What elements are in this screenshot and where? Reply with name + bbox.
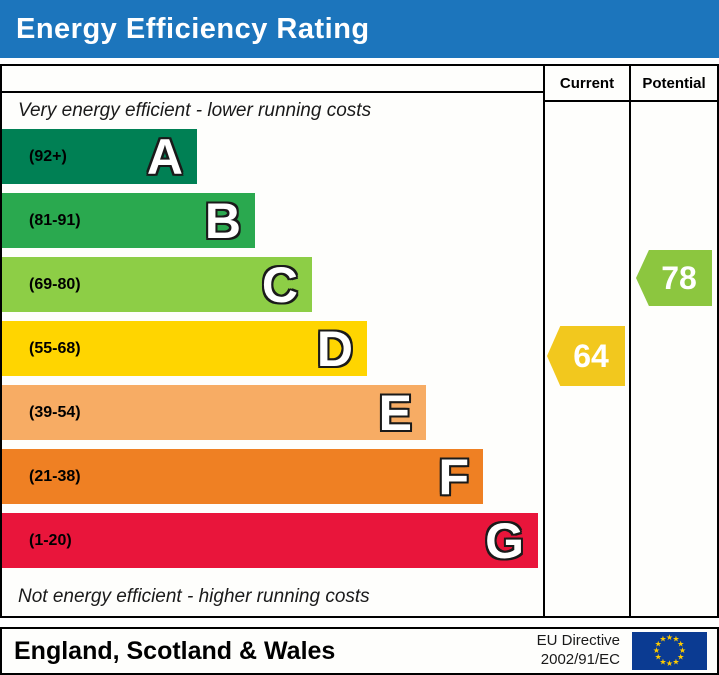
bands-column: Very energy efficient - lower running co… (2, 66, 543, 616)
band-letter: G (485, 512, 524, 569)
title-bar: Energy Efficiency Rating (0, 0, 719, 58)
band-range: (39-54) (29, 403, 81, 421)
rating-band: (81-91) B (2, 193, 255, 248)
band-letter: B (204, 192, 241, 249)
page-title: Energy Efficiency Rating (16, 12, 370, 45)
band-range: (81-91) (29, 211, 81, 229)
bands-column-header (2, 66, 543, 93)
rating-band: (55-68) D (2, 321, 367, 376)
band-list: (92+) A (81-91) B (69-80) C (55-68) D (3… (2, 129, 543, 568)
band-range: (92+) (29, 147, 67, 165)
current-column-body: 64 (545, 102, 629, 616)
rating-band: (1-20) G (2, 513, 538, 568)
eu-directive-line1: EU Directive (536, 632, 620, 650)
current-column-header: Current (545, 66, 629, 102)
rating-band: (92+) A (2, 129, 197, 184)
caption-bottom: Not energy efficient - higher running co… (18, 585, 370, 607)
band-letter: A (146, 128, 183, 185)
current-rating-arrow: 64 (547, 326, 625, 386)
band-letter: D (316, 320, 353, 377)
bands-column-body: Very energy efficient - lower running co… (2, 93, 543, 616)
potential-column-header: Potential (631, 66, 717, 102)
rating-band: (21-38) F (2, 449, 483, 504)
band-letter: F (438, 448, 469, 505)
current-column: Current 64 (543, 66, 629, 616)
eu-flag-icon: ★ ★ ★ ★ ★ ★ ★ ★ ★ ★ ★ ★ (632, 632, 707, 670)
region-label: England, Scotland & Wales (14, 636, 336, 665)
band-range: (69-80) (29, 275, 81, 293)
rating-table: Very energy efficient - lower running co… (0, 64, 719, 618)
band-range: (55-68) (29, 339, 81, 357)
eu-directive-label: EU Directive 2002/91/EC (537, 632, 620, 670)
potential-rating-arrow: 78 (636, 250, 712, 306)
band-letter: E (378, 384, 412, 441)
potential-column: Potential 78 (629, 66, 717, 616)
current-rating-value: 64 (573, 337, 609, 374)
band-range: (21-38) (29, 467, 81, 485)
rating-band: (69-80) C (2, 257, 312, 312)
footer-bar: England, Scotland & Wales EU Directive 2… (0, 627, 719, 675)
rating-band: (39-54) E (2, 385, 426, 440)
caption-top: Very energy efficient - lower running co… (18, 100, 372, 121)
eu-directive-line2: 2002/91/EC (540, 651, 620, 668)
footer-separator (0, 618, 719, 627)
potential-column-body: 78 (631, 102, 717, 616)
band-range: (1-20) (29, 531, 72, 549)
band-letter: C (261, 256, 298, 313)
potential-rating-value: 78 (661, 259, 697, 296)
